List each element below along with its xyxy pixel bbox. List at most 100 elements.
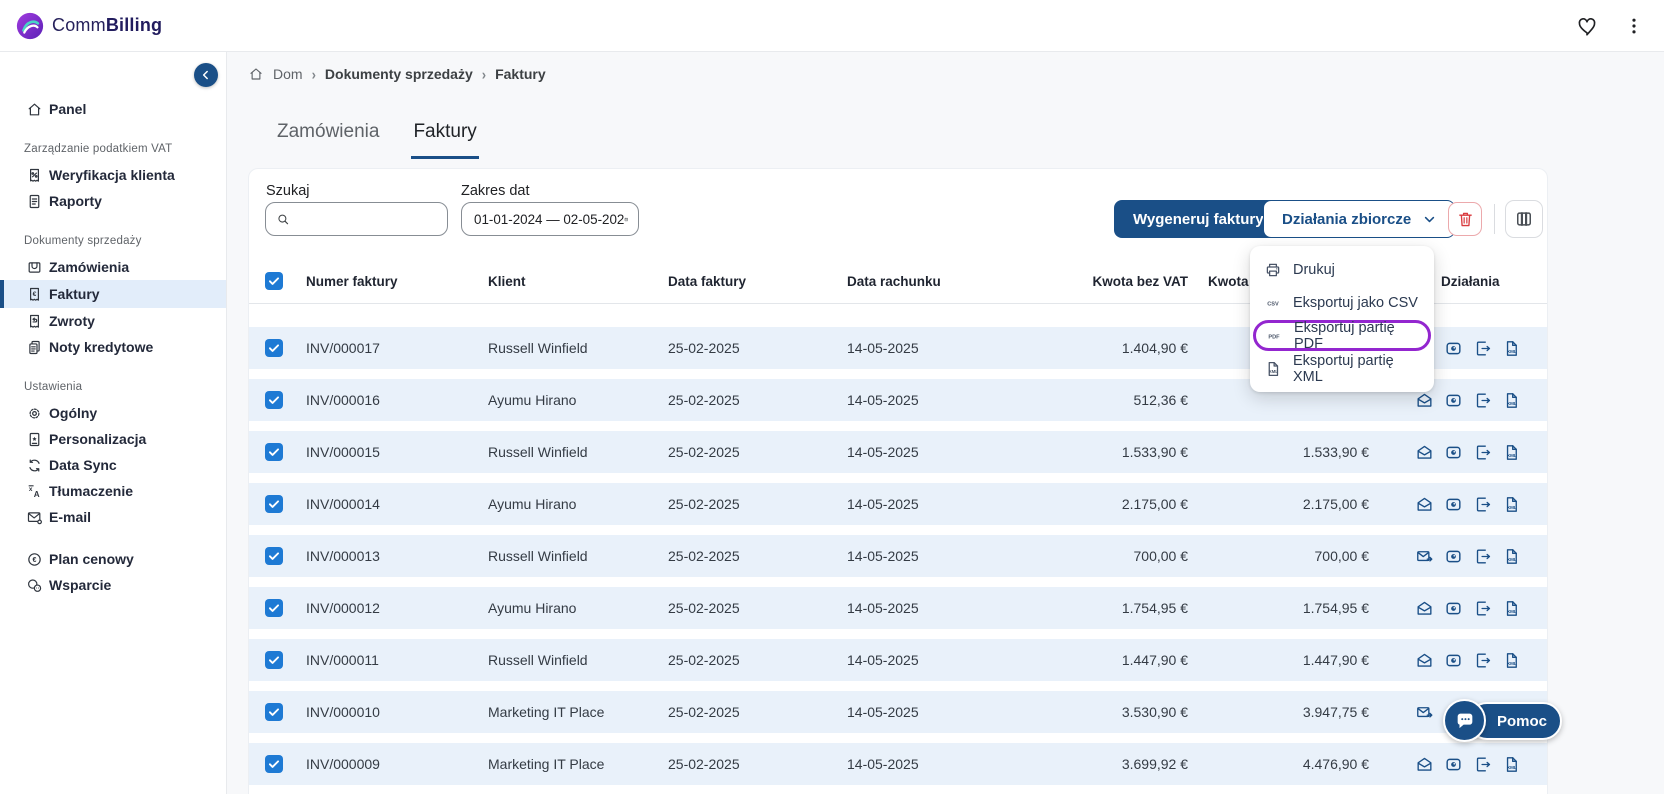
svg-text:PDF: PDF: [1268, 334, 1280, 340]
sidebar-item-raporty[interactable]: Raporty: [0, 188, 226, 214]
export-icon[interactable]: [1473, 599, 1492, 618]
sidebar-item-panel[interactable]: Panel: [0, 96, 226, 122]
sidebar-item-t-umaczenie[interactable]: x A Tłumaczenie: [0, 478, 226, 504]
row-checkbox[interactable]: [265, 547, 283, 565]
generate-invoices-button[interactable]: Wygeneruj faktury: [1114, 200, 1283, 238]
export-icon[interactable]: [1473, 651, 1492, 670]
tab-faktury[interactable]: Faktury: [411, 115, 479, 159]
invoices-card: Szukaj Zakres dat 01-01-2024 — 02-05-202…: [248, 168, 1548, 794]
menu-item-eksportuj-parti-pdf[interactable]: PDF Eksportuj partię PDF: [1253, 320, 1431, 352]
row-checkbox[interactable]: [265, 495, 283, 513]
xml-file-icon[interactable]: XML: [1502, 443, 1521, 462]
preview-icon[interactable]: [1444, 651, 1463, 670]
preview-icon[interactable]: [1444, 339, 1463, 358]
tab-zam-wienia[interactable]: Zamówienia: [277, 121, 380, 142]
sidebar-nav: Panel Zarządzanie podatkiem VAT Weryfikacj…: [0, 96, 226, 598]
row-checkbox[interactable]: [265, 391, 283, 409]
support-icon: [26, 577, 43, 594]
xml-file-icon[interactable]: XML: [1502, 599, 1521, 618]
sidebar-item-label: Plan cenowy: [49, 551, 134, 567]
mail-open-icon[interactable]: [1415, 495, 1434, 514]
export-icon[interactable]: [1473, 755, 1492, 774]
row-checkbox[interactable]: [265, 339, 283, 357]
breadcrumb-item-dom[interactable]: Dom: [273, 66, 303, 82]
sidebar-item-personalizacja[interactable]: Personalizacja: [0, 426, 226, 452]
home-icon: [26, 101, 43, 118]
column-header-dzia-ania: Działania: [1441, 273, 1500, 289]
sync-icon: [26, 457, 43, 474]
row-checkbox[interactable]: [265, 599, 283, 617]
export-icon[interactable]: [1473, 339, 1492, 358]
mail-open-icon[interactable]: [1415, 391, 1434, 410]
svg-text:XML: XML: [1507, 764, 1517, 769]
csv-icon: CSV: [1264, 294, 1282, 312]
date-range-input[interactable]: 01-01-2024 — 02-05-202: [461, 202, 639, 236]
xml-file-icon[interactable]: XML: [1502, 651, 1521, 670]
export-icon[interactable]: [1473, 391, 1492, 410]
kebab-menu-icon[interactable]: [1624, 16, 1644, 36]
delete-button[interactable]: [1448, 202, 1482, 236]
sidebar-item-zam-wienia[interactable]: Zamówienia: [0, 254, 226, 280]
export-icon[interactable]: [1473, 495, 1492, 514]
columns-settings-button[interactable]: [1505, 200, 1543, 238]
menu-item-eksportuj-parti-xml[interactable]: XML Eksportuj partię XML: [1250, 352, 1434, 385]
mail-open-icon[interactable]: [1415, 443, 1434, 462]
menu-item-eksportuj-jako-csv[interactable]: CSV Eksportuj jako CSV: [1250, 286, 1434, 319]
xml-file-icon[interactable]: XML: [1502, 495, 1521, 514]
mail-open-icon[interactable]: [1415, 755, 1434, 774]
mail-send-icon[interactable]: [1415, 547, 1434, 566]
search-input[interactable]: [265, 202, 448, 236]
returns-icon: [26, 313, 43, 330]
search-field[interactable]: [298, 211, 437, 227]
select-all-checkbox[interactable]: [265, 272, 283, 290]
export-icon[interactable]: [1473, 443, 1492, 462]
row-checkbox[interactable]: [265, 703, 283, 721]
net-amount: 700,00 €: [1133, 548, 1189, 564]
header-checkbox-cell: [249, 272, 306, 290]
preview-icon[interactable]: [1444, 599, 1463, 618]
sidebar-item-og-lny[interactable]: Ogólny: [0, 400, 226, 426]
breadcrumb: Dom › Dokumenty sprzedaży › Faktury: [248, 65, 546, 83]
table-header: Numer faktury Klient Data faktury Data rach…: [249, 259, 1547, 304]
sidebar-item-zwroty[interactable]: Zwroty: [0, 308, 226, 334]
svg-text:XML: XML: [1507, 400, 1517, 405]
menu-item-drukuj[interactable]: Drukuj: [1250, 253, 1434, 286]
bulk-actions-button[interactable]: Działania zbiorcze: [1263, 200, 1456, 238]
sidebar-item-plan-cenowy[interactable]: € Plan cenowy: [0, 546, 226, 572]
preview-icon[interactable]: [1444, 443, 1463, 462]
row-checkbox[interactable]: [265, 443, 283, 461]
preview-icon[interactable]: [1444, 495, 1463, 514]
sidebar: Panel Zarządzanie podatkiem VAT Weryfikacj…: [0, 52, 227, 794]
preview-icon[interactable]: [1444, 547, 1463, 566]
preview-icon[interactable]: [1444, 391, 1463, 410]
preview-icon[interactable]: [1444, 755, 1463, 774]
invoice-date: 25-02-2025: [668, 340, 740, 356]
sidebar-item-weryfikacja-klienta[interactable]: Weryfikacja klienta: [0, 162, 226, 188]
sidebar-collapse-button[interactable]: [194, 63, 218, 87]
sidebar-item-data-sync[interactable]: Data Sync: [0, 452, 226, 478]
row-actions: XML: [1369, 495, 1547, 514]
invoice-number: INV/000017: [306, 340, 380, 356]
xml-file-icon[interactable]: XML: [1502, 339, 1521, 358]
paid-amount: 4.476,90 €: [1302, 756, 1369, 772]
export-icon[interactable]: [1473, 547, 1492, 566]
xml-file-icon[interactable]: XML: [1502, 547, 1521, 566]
bill-date: 14-05-2025: [847, 496, 919, 512]
sidebar-item-wsparcie[interactable]: Wsparcie: [0, 572, 226, 598]
mail-open-icon[interactable]: [1415, 651, 1434, 670]
xml-file-icon[interactable]: XML: [1502, 755, 1521, 774]
sidebar-item-noty-kredytowe[interactable]: Noty kredytowe: [0, 334, 226, 360]
heart-icon[interactable]: [1576, 15, 1598, 37]
breadcrumb-item-dokumenty-sprzeda-y[interactable]: Dokumenty sprzedaży: [324, 66, 473, 82]
xml-file-icon[interactable]: XML: [1502, 391, 1521, 410]
row-checkbox[interactable]: [265, 755, 283, 773]
row-checkbox[interactable]: [265, 651, 283, 669]
mail-send-icon[interactable]: [1415, 703, 1434, 722]
paid-amount: 3.947,75 €: [1302, 704, 1369, 720]
sidebar-item-e-mail[interactable]: E-mail: [0, 504, 226, 530]
breadcrumb-item-faktury[interactable]: Faktury: [495, 66, 546, 82]
sidebar-item-faktury[interactable]: € Faktury: [0, 280, 226, 308]
mail-open-icon[interactable]: [1415, 599, 1434, 618]
help-chat-button[interactable]: [1443, 699, 1486, 742]
paid-amount: 1.533,90 €: [1302, 444, 1369, 460]
